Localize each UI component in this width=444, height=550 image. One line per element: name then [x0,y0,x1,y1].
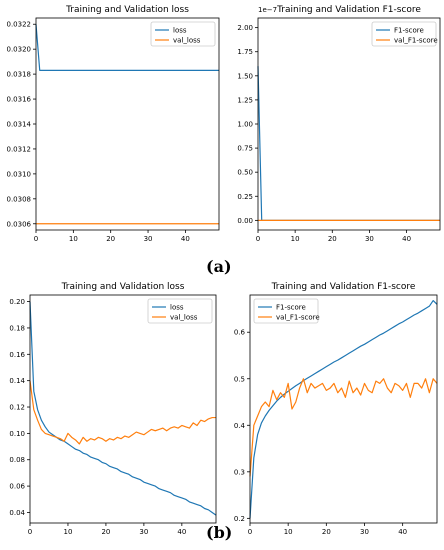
legend: loss val_loss [150,21,216,47]
y-tick-label: 0.5 [234,375,245,383]
x-tick-label: 10 [291,235,300,243]
plot-frame [257,17,441,231]
y-tick-label: 0.75 [237,145,253,153]
x-tick-label: 20 [101,528,110,536]
y-tick-label: 1.00 [237,121,253,129]
series-line-val-loss [29,380,216,445]
x-tick-label: 40 [402,235,411,243]
x-tick-label: 10 [69,235,78,243]
x-tick-label: 0 [248,528,252,536]
x-tick-label: 40 [398,528,407,536]
legend: F1-score val_F1-score [253,298,320,324]
legend-entry: val_loss [170,314,198,322]
panel-label-b: (b) [206,523,233,542]
y-tick-label: 0.0314 [7,121,32,129]
y-tick-label: 0.00 [237,217,253,225]
series-line-val-f1-score [249,378,438,477]
x-tick-label: 20 [322,528,331,536]
x-tick-label: 30 [139,528,148,536]
y-tick-label: 0.0312 [7,145,32,153]
x-tick-label: 10 [284,528,293,536]
legend: F1-score val_F1-score [371,21,438,47]
x-tick-label: 40 [177,528,186,536]
x-tick-label: 30 [360,528,369,536]
y-tick-label: 0.06 [9,483,25,491]
chart-title: Training and Validation loss [65,5,189,15]
y-tick-label: 0.0306 [7,220,32,228]
legend-entry: val_F1-score [394,37,438,45]
x-tick-label: 20 [328,235,337,243]
chart-title: Training and Validation F1-score [271,282,416,292]
x-tick-label: 20 [106,235,115,243]
y-tick-label: 0.4 [234,422,246,430]
x-tick-label: 10 [63,528,72,536]
legend-entry: loss [173,27,187,35]
y-tick-label: 0.0316 [7,96,32,104]
x-tick-label: 30 [365,235,374,243]
legend-entry: F1-score [394,27,424,35]
y-tick-label: 1.50 [237,72,253,80]
y-tick-label: 0.50 [237,169,253,177]
chart-title: Training and Validation F1-score [276,5,421,15]
x-tick-label: 0 [28,528,32,536]
legend-entry: val_loss [173,37,201,45]
y-tick-label: 0.0320 [7,46,32,54]
series-line-f1-score [257,66,440,221]
y-tick-label: 0.10 [9,430,25,438]
legend-entry: loss [170,304,184,312]
y-tick-label: 2.00 [237,24,253,32]
y-tick-label: 0.20 [9,298,25,306]
chart-panel-4: Training and Validation F1-score 0 10 20 30 4… [234,282,438,536]
y-tick-label: 0.04 [9,509,25,517]
legend-entry: F1-score [276,304,306,312]
panel-label-a: (a) [206,257,232,276]
y-tick-label: 1.75 [237,48,253,56]
x-tick-label: 40 [181,235,190,243]
plot-frame [29,294,217,524]
y-axis-offset-label: 1e−7 [258,6,277,14]
chart-title: Training and Validation loss [61,282,185,292]
y-tick-label: 0.0322 [7,21,32,29]
y-tick-label: 0.08 [9,456,25,464]
legend: loss val_loss [147,298,213,324]
legend-entry: val_F1-score [276,314,320,322]
chart-panel-3: Training and Validation loss 0 10 20 30 40 0.0… [9,282,217,536]
series-line-loss [35,24,219,71]
y-tick-label: 0.6 [234,329,246,337]
x-tick-label: 30 [144,235,153,243]
y-tick-label: 0.12 [9,404,25,412]
series-line-loss [29,301,217,516]
series-line-f1-score [249,299,438,519]
chart-panel-1: Training and Validation loss 0 10 20 30 40 0.0… [7,5,220,243]
y-tick-label: 0.2 [234,515,245,523]
y-tick-label: 0.0308 [7,195,32,203]
plot-frame [249,294,438,524]
y-tick-label: 0.16 [9,351,25,359]
y-tick-label: 0.14 [9,377,25,385]
y-tick-label: 0.3 [234,468,245,476]
x-tick-label: 0 [256,235,260,243]
x-tick-label: 0 [34,235,38,243]
plot-frame [35,17,220,231]
y-tick-label: 0.18 [9,324,25,332]
y-tick-label: 0.0310 [7,170,32,178]
y-tick-label: 0.0318 [7,71,32,79]
y-tick-label: 1.25 [237,96,253,104]
y-tick-label: 0.25 [237,193,253,201]
